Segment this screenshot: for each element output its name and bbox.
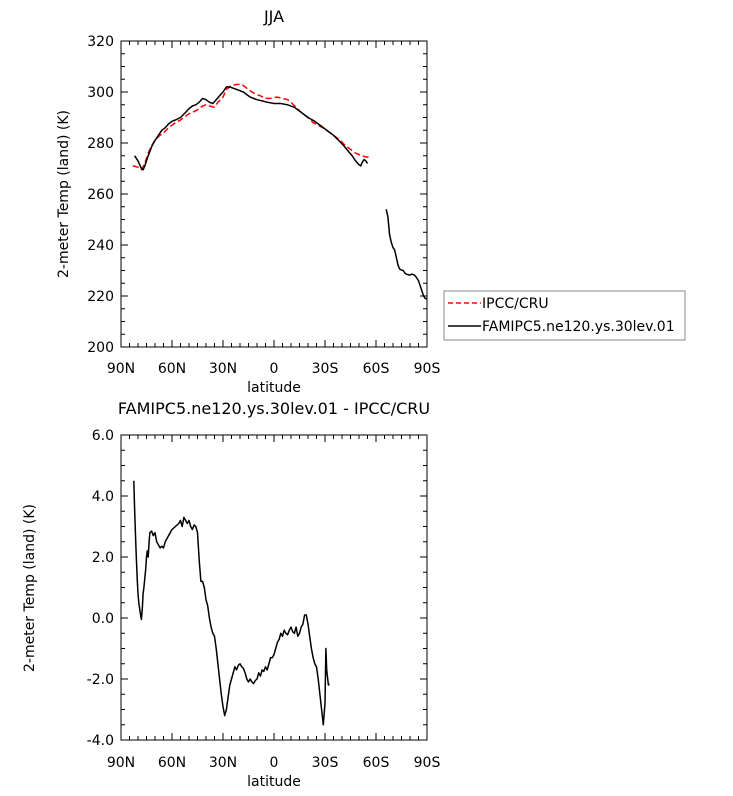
difference-series-line-0 (133, 480, 330, 726)
top-chart-ylabel: 2-meter Temp (land) (K) (56, 110, 72, 278)
y-tick-label: 6.0 (92, 428, 114, 444)
bottom-chart-ticks (120, 434, 428, 741)
y-tick-label: 300 (87, 85, 114, 101)
legend: IPCC/CRU FAMIPC5.ne120.ys.30lev.01 (443, 290, 686, 341)
y-tick-label: 260 (87, 187, 114, 203)
top-chart-title: JJA (263, 7, 284, 26)
top-chart-x-tick-labels: 90N 60N 30N 0 30S 60S 90S (107, 361, 441, 377)
y-tick-label: 280 (87, 136, 114, 152)
famipc5-series-line-0 (133, 86, 369, 171)
top-chart-plot-frame (120, 40, 428, 348)
top-chart-y-tick-labels: 200 220 240 260 280 300 320 (87, 34, 114, 356)
x-tick-label: 60S (363, 755, 390, 771)
legend-frame (443, 290, 686, 341)
ipcc-cru-series-line-0 (132, 83, 371, 171)
x-tick-label: 30N (209, 361, 237, 377)
x-tick-label: 90S (414, 755, 441, 771)
y-tick-label: 320 (87, 34, 114, 50)
x-tick-label: 0 (270, 361, 279, 377)
x-tick-label: 90N (107, 755, 135, 771)
bottom-chart-x-tick-labels: 90N 60N 30N 0 30S 60S 90S (107, 755, 441, 771)
x-tick-label: 30S (312, 361, 339, 377)
y-tick-label: 200 (87, 340, 114, 356)
top-chart-ticks (120, 40, 428, 348)
x-tick-label: 60N (158, 755, 186, 771)
y-tick-label: 4.0 (92, 489, 114, 505)
x-tick-label: 60S (363, 361, 390, 377)
bottom-chart-plot-frame (120, 434, 428, 741)
bottom-chart-xlabel: latitude (247, 774, 301, 790)
bottom-chart-ylabel: 2-meter Temp (land) (K) (22, 504, 38, 672)
bottom-chart-title: FAMIPC5.ne120.ys.30lev.01 - IPCC/CRU (118, 399, 430, 418)
legend-model-label: FAMIPC5.ne120.ys.30lev.01 (482, 319, 675, 335)
bottom-chart: FAMIPC5.ne120.ys.30lev.01 - IPCC/CRU -4.… (22, 399, 440, 790)
y-tick-label: 0.0 (92, 611, 114, 627)
bottom-chart-y-tick-labels: -4.0 -2.0 0.0 2.0 4.0 6.0 (87, 428, 114, 749)
x-tick-label: 90N (107, 361, 135, 377)
y-tick-label: 220 (87, 289, 114, 305)
y-tick-label: 240 (87, 238, 114, 254)
top-chart-series (132, 83, 427, 300)
x-tick-label: 0 (270, 755, 279, 771)
y-tick-label: 2.0 (92, 550, 114, 566)
y-tick-label: -2.0 (87, 672, 114, 688)
x-tick-label: 30S (312, 755, 339, 771)
y-tick-label: -4.0 (87, 733, 114, 749)
top-chart-xlabel: latitude (247, 380, 301, 396)
x-tick-label: 30N (209, 755, 237, 771)
famipc5-series-line-1 (385, 209, 427, 300)
x-tick-label: 60N (158, 361, 186, 377)
top-chart: JJA 200 220 240 260 280 300 320 90N 60N 30N 0 30S 6… (56, 7, 440, 396)
bottom-chart-series (133, 480, 330, 726)
x-tick-label: 90S (414, 361, 441, 377)
legend-ipcc-label: IPCC/CRU (482, 296, 549, 312)
